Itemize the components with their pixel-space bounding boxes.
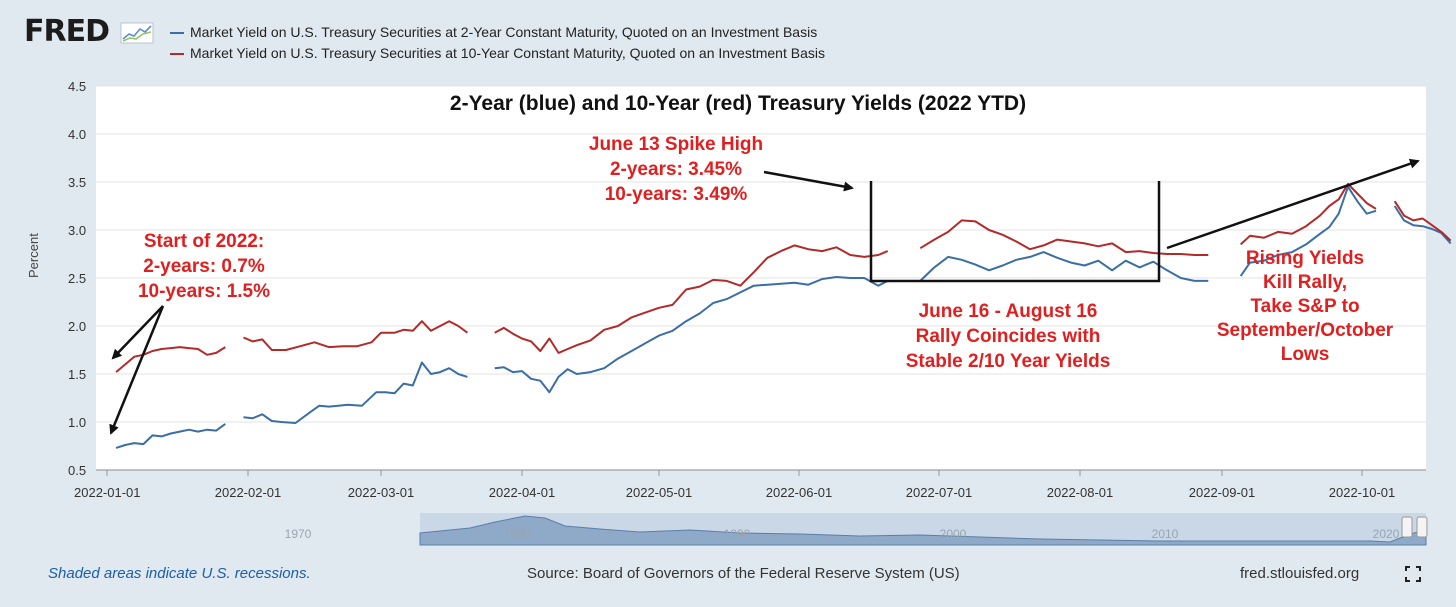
annotation-arrow-start-2y [109, 305, 165, 435]
y-tick-label: 4.5 [68, 79, 86, 94]
x-tick-label: 2022-01-01 [74, 485, 141, 500]
fred-logo[interactable]: FRED [24, 14, 110, 49]
series-segment [494, 244, 889, 354]
annotation-arrow-spike [763, 170, 854, 192]
x-tick-label: 2022-02-01 [215, 485, 282, 500]
annotation-text: 2-years: 0.7% [143, 256, 265, 277]
legend-label-10-year: Market Yield on U.S. Treasury Securities… [190, 45, 825, 61]
x-tick-label: 2022-07-01 [906, 485, 973, 500]
annotation-text: 2-years: 3.45% [610, 159, 742, 180]
annotation-text: Lows [1281, 344, 1330, 365]
x-tick-label: 2022-03-01 [348, 485, 415, 500]
navigator-year-label: 2000 [940, 527, 967, 541]
series-segment [243, 320, 468, 351]
source-note: Source: Board of Governors of the Federa… [527, 565, 960, 582]
annotation-arrow-rising [1166, 158, 1420, 250]
annotation-text: Kill Rally, [1263, 272, 1347, 293]
x-tick-label: 2022-09-01 [1189, 485, 1256, 500]
series-segment [1239, 185, 1377, 277]
fred-site-link[interactable]: fred.stlouisfed.org [1240, 565, 1360, 582]
navigator-year-label: 1990 [724, 527, 751, 541]
series-segment [1393, 200, 1452, 242]
series-segment [494, 276, 889, 394]
navigator-handle-left[interactable] [1401, 516, 1413, 538]
series-segment [243, 361, 468, 424]
series-segment [1240, 182, 1377, 246]
chart-legend: Market Yield on U.S. Treasury Securities… [170, 22, 825, 64]
x-tick-label: 2022-05-01 [626, 485, 693, 500]
y-tick-label: 0.5 [68, 463, 86, 478]
y-tick-label: 4.0 [68, 127, 86, 142]
legend-label-2-year: Market Yield on U.S. Treasury Securities… [190, 24, 818, 40]
navigator-year-label: 2010 [1152, 527, 1179, 541]
legend-swatch-blue [170, 31, 184, 34]
annotation-arrow-start-10y [111, 305, 164, 360]
y-tick-label: 1.5 [68, 367, 86, 382]
y-tick-label: 1.0 [68, 415, 86, 430]
x-tick-label: 2022-04-01 [489, 485, 556, 500]
x-tick-label: 2022-10-01 [1329, 485, 1396, 500]
rally-period-bracket [869, 181, 1161, 283]
annotation-text: Stable 2/10 Year Yields [906, 351, 1111, 372]
y-tick-label: 2.0 [68, 319, 86, 334]
annotation-text: Take S&P to [1250, 296, 1359, 317]
chart-title: 2-Year (blue) and 10-Year (red) Treasury… [450, 92, 1026, 115]
series-segment [115, 423, 226, 449]
annotation-text: 10-years: 3.49% [605, 184, 748, 205]
y-tick-label: 3.0 [68, 223, 86, 238]
x-tick-label: 2022-08-01 [1047, 485, 1114, 500]
series-segment [919, 219, 1209, 256]
y-tick-label: 3.5 [68, 175, 86, 190]
recessions-note: Shaded areas indicate U.S. recessions. [48, 565, 311, 582]
fullscreen-expand-icon[interactable] [1405, 566, 1421, 582]
fred-logo-chart-icon [120, 22, 154, 44]
series-segment [115, 346, 226, 373]
navigator-handle-right[interactable] [1416, 516, 1428, 538]
navigator-year-label: 1970 [285, 527, 312, 541]
x-tick-label: 2022-06-01 [766, 485, 833, 500]
navigator-sparkline [419, 515, 1427, 546]
annotation-text: Start of 2022: [144, 231, 264, 252]
navigator-year-label: 1980 [504, 527, 531, 541]
legend-item-10-year[interactable]: Market Yield on U.S. Treasury Securities… [170, 43, 825, 64]
annotation-text: June 13 Spike High [589, 134, 763, 155]
annotation-text: September/October [1217, 320, 1394, 341]
annotation-text: Rising Yields [1246, 248, 1364, 269]
legend-item-2-year[interactable]: Market Yield on U.S. Treasury Securities… [170, 22, 825, 43]
series-segment [1393, 205, 1452, 245]
navigator-year-label: 2020 [1373, 527, 1400, 541]
series-segment [919, 251, 1209, 282]
annotation-text: 10-years: 1.5% [138, 281, 270, 302]
legend-swatch-red [170, 52, 184, 55]
annotation-text: Rally Coincides with [916, 326, 1101, 347]
annotation-text: June 16 - August 16 [919, 301, 1098, 322]
y-tick-label: 2.5 [68, 271, 86, 286]
